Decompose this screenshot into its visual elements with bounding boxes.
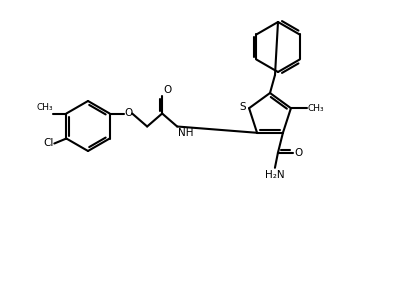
Text: O: O: [294, 148, 302, 158]
Text: CH₃: CH₃: [37, 102, 53, 112]
Text: S: S: [239, 102, 246, 112]
Text: O: O: [125, 108, 133, 119]
Text: H₂N: H₂N: [265, 170, 285, 180]
Text: NH: NH: [178, 128, 194, 138]
Text: CH₃: CH₃: [308, 104, 325, 113]
Text: O: O: [163, 85, 172, 95]
Text: Cl: Cl: [43, 138, 53, 149]
